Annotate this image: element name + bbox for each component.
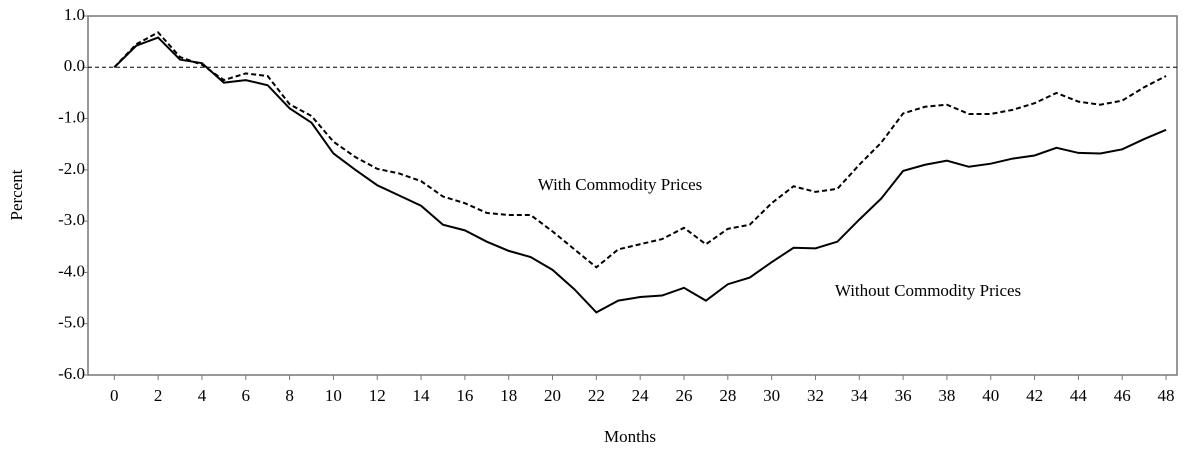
y-tick-label: -3.0 [58, 210, 85, 229]
x-tick-label: 10 [325, 386, 342, 405]
series-line [113, 31, 1167, 269]
y-tick-label: -2.0 [58, 159, 85, 178]
x-tick-label: 12 [369, 386, 386, 405]
y-tick-label: -6.0 [58, 364, 85, 383]
x-tick-label: 22 [588, 386, 605, 405]
x-tick-label: 38 [938, 386, 955, 405]
x-tick-label: 36 [895, 386, 912, 405]
series-label: Without Commodity Prices [835, 281, 1021, 300]
plot-frame [87, 15, 1178, 376]
x-tick-label: 30 [763, 386, 780, 405]
x-tick-label: 34 [851, 386, 869, 405]
x-tick-label: 42 [1026, 386, 1043, 405]
series-line [113, 36, 1167, 314]
x-tick-label: 2 [154, 386, 163, 405]
x-tick-label: 20 [544, 386, 561, 405]
x-tick-label: 40 [982, 386, 999, 405]
y-tick-label: -4.0 [58, 261, 85, 280]
x-tick-label: 16 [456, 386, 473, 405]
x-tick-label: 0 [110, 386, 119, 405]
x-tick-label: 44 [1070, 386, 1088, 405]
x-tick-label: 6 [242, 386, 251, 405]
y-axis-label: Percent [7, 169, 26, 220]
x-tick-label: 28 [719, 386, 736, 405]
x-axis-label: Months [604, 427, 656, 446]
x-tick-label: 14 [413, 386, 431, 405]
y-tick-label: 0.0 [64, 56, 85, 75]
x-tick-label: 8 [285, 386, 294, 405]
y-tick-label: -5.0 [58, 313, 85, 332]
x-tick-label: 4 [198, 386, 207, 405]
x-tick-label: 26 [675, 386, 692, 405]
x-tick-label: 32 [807, 386, 824, 405]
series-label: With Commodity Prices [538, 175, 703, 194]
x-tick-label: 24 [632, 386, 650, 405]
x-tick-label: 48 [1158, 386, 1175, 405]
x-tick-label: 46 [1114, 386, 1131, 405]
y-tick-label: -1.0 [58, 107, 85, 126]
y-tick-label: 1.0 [64, 5, 85, 24]
x-tick-label: 18 [500, 386, 517, 405]
